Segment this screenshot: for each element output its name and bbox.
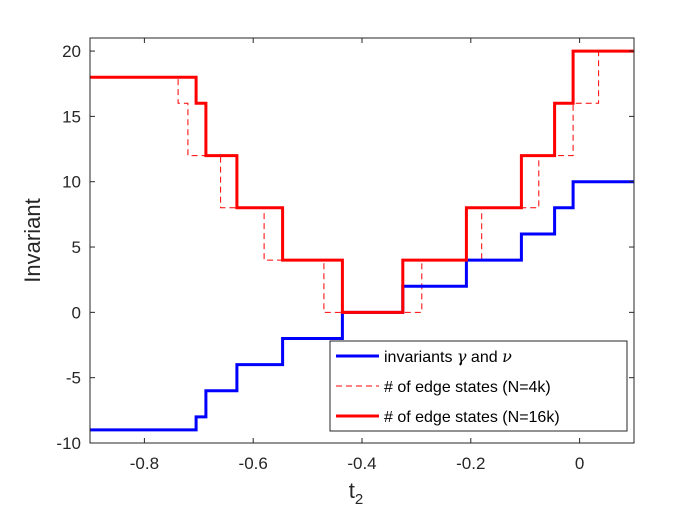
legend-box bbox=[329, 340, 628, 432]
x-tick-label: -0.6 bbox=[239, 454, 268, 473]
x-axis-label-subscript: 2 bbox=[355, 491, 363, 508]
y-tick-label: 5 bbox=[72, 238, 81, 257]
x-tick-label: -0.8 bbox=[130, 454, 159, 473]
series-line-1 bbox=[90, 50, 634, 313]
y-tick-label: 0 bbox=[72, 303, 81, 322]
ticks-layer: -0.8 -0.6 -0.4 -0.2 0 -10 -5 0 5 10 15 20 bbox=[56, 38, 634, 473]
y-tick-label: 15 bbox=[62, 107, 81, 126]
legend-label-2: # of edge states (N=16k) bbox=[384, 409, 560, 426]
y-axis-label: Invariant bbox=[20, 198, 45, 282]
y-tick-label: -5 bbox=[66, 369, 81, 388]
series-line-2 bbox=[90, 49, 634, 314]
y-tick-label: 20 bbox=[62, 42, 81, 61]
x-tick-label: -0.2 bbox=[456, 454, 485, 473]
y-tick-label: -10 bbox=[56, 434, 81, 453]
legend-label-0: invariants γ and ν bbox=[384, 347, 512, 366]
x-tick-label: 0 bbox=[575, 454, 584, 473]
legend: invariants γ and ν # of edge states (N=4k… bbox=[329, 340, 628, 432]
legend-label-1: # of edge states (N=4k) bbox=[384, 379, 551, 396]
x-tick-label: -0.4 bbox=[347, 454, 376, 473]
series-layer bbox=[90, 49, 634, 432]
x-axis-label-main: t bbox=[349, 478, 355, 503]
x-axis-label: t2 bbox=[349, 478, 363, 508]
y-tick-label: 10 bbox=[62, 173, 81, 192]
